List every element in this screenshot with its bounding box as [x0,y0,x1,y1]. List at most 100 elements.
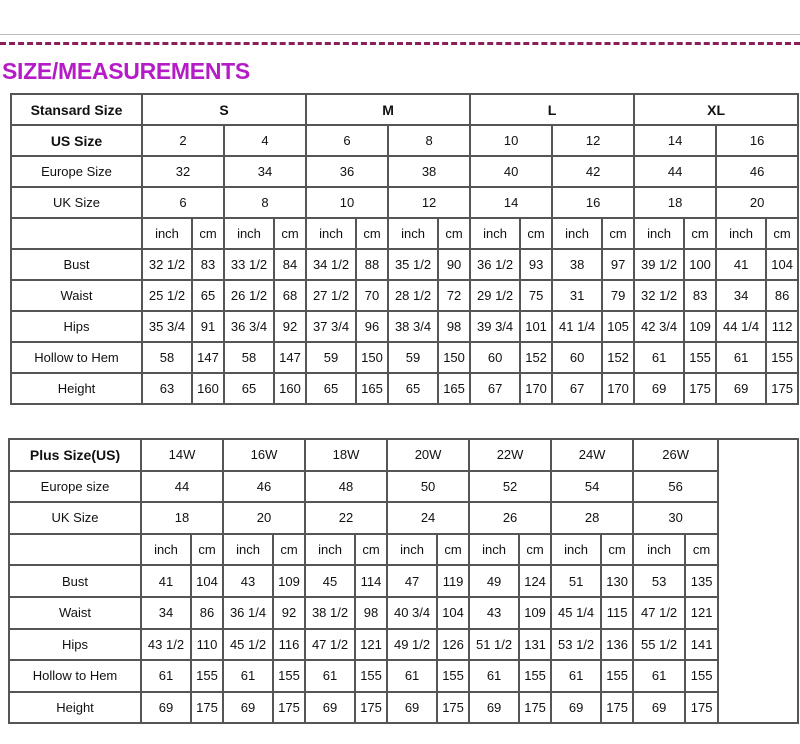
measure-cell: 47 1/2 [632,595,687,630]
measure-cell: 61 [386,659,439,693]
measure-cell: 69 [468,690,521,725]
measure-cell: 38 3/4 [387,310,440,343]
page-title: SIZE/MEASUREMENTS [2,58,250,84]
measure-cell: 116 [272,627,307,662]
measure-cell: 53 1/2 [550,627,603,662]
measure-cell: 32 1/2 [141,248,193,281]
size-cell: 30 [632,501,720,535]
unit-cell: inch [305,217,358,250]
plus-size-header: 26W [632,438,720,472]
measure-cell: 114 [354,564,389,598]
size-cell: 28 [550,501,635,535]
size-group-l: L [469,93,636,126]
size-cell: 20 [222,501,307,535]
measure-cell: 97 [601,248,636,281]
measure-cell: 109 [518,595,553,630]
unit-cell: inch [140,532,192,567]
unit-cell: cm [684,532,720,567]
size-cell: 48 [304,469,389,504]
size-row: US Size 2 4 6 8 10 12 14 16 [10,124,800,157]
measure-cell: 170 [601,372,636,405]
row-label: UK Size [10,186,143,219]
measure-cell: 160 [191,372,225,405]
measure-cell: 93 [519,248,554,281]
size-row: Europe Size 32 34 36 38 40 42 44 46 [10,155,800,188]
size-cell: 2 [141,124,225,157]
measure-cell: 43 [468,595,521,630]
size-group-s: S [140,93,308,126]
measure-cell: 79 [601,279,636,312]
unit-cell: inch [550,532,603,567]
measure-cell: 65 [305,372,358,405]
row-label: Hips [10,310,143,343]
plus-size-table: Plus Size(US) 14W 16W 18W 20W 22W 24W 26W Europe… [8,437,800,725]
unit-cell: inch [223,217,275,250]
measure-row: Bust 32 1/2 83 33 1/2 84 34 1/2 88 35 1/2 90 36 1… [10,248,800,281]
size-cell: 46 [715,155,800,188]
size-row: Europe size 44 46 48 50 52 54 56 [8,469,798,504]
measure-cell: 124 [518,564,553,598]
measure-cell: 55 1/2 [632,627,687,662]
measure-cell: 155 [765,341,800,374]
header-label: Stansard Size [10,93,143,126]
measure-cell: 98 [437,310,472,343]
measure-cell: 121 [684,595,720,630]
measure-cell: 175 [600,690,635,725]
blank-column [717,437,800,725]
divider-line [0,34,800,35]
measure-cell: 35 3/4 [141,310,193,343]
measure-cell: 175 [272,690,307,725]
size-cell: 52 [468,469,553,504]
measure-cell: 155 [436,659,471,693]
unit-cell: inch [222,532,275,567]
measure-row: Hollow to Hem 61 155 61 155 61 155 61 155 61 155 61… [8,659,798,693]
size-cell: 6 [305,124,390,157]
size-cell: 46 [222,469,307,504]
measure-cell: 155 [683,341,718,374]
row-label: Height [10,372,143,405]
unit-cell: cm [436,532,471,567]
measure-cell: 72 [437,279,472,312]
measure-row: Hips 43 1/2 110 45 1/2 116 47 1/2 121 49 1/2 126… [8,627,798,662]
plus-size-header: 14W [139,438,225,472]
measure-cell: 175 [354,690,389,725]
measure-cell: 175 [189,690,225,725]
measure-cell: 41 [715,248,768,281]
measure-cell: 155 [354,659,389,693]
measure-cell: 104 [765,248,800,281]
row-label: Height [8,690,142,725]
row-label: Hollow to Hem [10,341,143,374]
measure-cell: 86 [189,595,225,630]
measure-row: Hips 35 3/4 91 36 3/4 92 37 3/4 96 38 3/4 98 39 3… [10,310,800,343]
size-cell: 10 [469,124,554,157]
plus-size-header: 20W [386,438,471,472]
size-group-m: M [305,93,472,126]
measure-cell: 115 [600,595,635,630]
measure-cell: 104 [189,564,225,598]
measure-cell: 29 1/2 [469,279,522,312]
measure-cell: 92 [272,310,308,343]
measure-cell: 90 [437,248,472,281]
measure-cell: 70 [355,279,390,312]
row-label: Bust [8,564,142,598]
blank-cell [10,217,143,250]
size-row: UK Size 6 8 10 12 14 16 18 20 [10,186,800,219]
unit-cell: cm [519,217,554,250]
measure-cell: 65 [191,279,225,312]
measure-cell: 36 1/2 [469,248,522,281]
measure-cell: 175 [684,690,720,725]
row-label: Europe size [8,469,142,504]
size-cell: 18 [633,186,718,219]
measure-cell: 58 [141,341,193,374]
measure-cell: 112 [765,310,800,343]
measure-cell: 69 [386,690,439,725]
measure-cell: 39 3/4 [469,310,522,343]
unit-cell: inch [141,217,193,250]
standard-size-table: Stansard Size S M L XL US Size 2 4 6 8 10 12 14 16 Eur… [10,93,800,405]
measure-cell: 150 [437,341,472,374]
measure-cell: 34 [715,279,768,312]
size-cell: 18 [139,501,225,535]
size-cell: 40 [469,155,554,188]
size-cell: 16 [551,186,636,219]
size-cell: 56 [632,469,720,504]
